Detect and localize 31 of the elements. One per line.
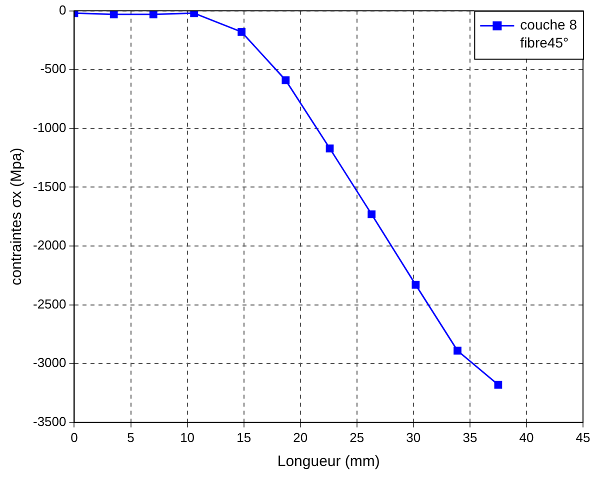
point: [110, 10, 118, 18]
x-axis-title: Longueur (mm): [277, 453, 380, 470]
x-tick-label: 5: [127, 430, 134, 445]
x-tick-label: 10: [180, 430, 195, 445]
point: [326, 144, 334, 152]
y-tick-label: -500: [40, 61, 66, 76]
point: [494, 380, 502, 389]
point: [190, 10, 198, 18]
x-tick-label: 40: [519, 430, 534, 445]
y-tick-label: -2500: [33, 296, 66, 312]
x-tick-label: 25: [350, 430, 364, 445]
y-tick-label: 0: [59, 2, 66, 18]
point: [454, 346, 462, 355]
x-tick-label: 35: [462, 430, 478, 445]
y-tick-label: -3000: [33, 355, 66, 370]
y-axis-title: contraintes σx (Mpa): [8, 148, 26, 286]
point: [412, 280, 420, 289]
y-tick-label: -1500: [33, 178, 66, 194]
x-tick-label: 30: [406, 430, 421, 445]
legend-label: couche 8 fibre45°: [520, 16, 578, 51]
y-tick-label: -3500: [33, 414, 66, 429]
point: [368, 210, 376, 218]
x-tick-label: 15: [236, 430, 252, 445]
x-tick-label: 45: [576, 430, 590, 445]
y-tick-label: -2000: [33, 238, 66, 253]
point: [238, 28, 246, 36]
x-tick-label: 20: [293, 430, 308, 445]
x-tick-label: 0: [70, 430, 78, 445]
point: [149, 10, 158, 18]
point: [282, 76, 290, 84]
y-tick-label: -1000: [33, 120, 66, 135]
